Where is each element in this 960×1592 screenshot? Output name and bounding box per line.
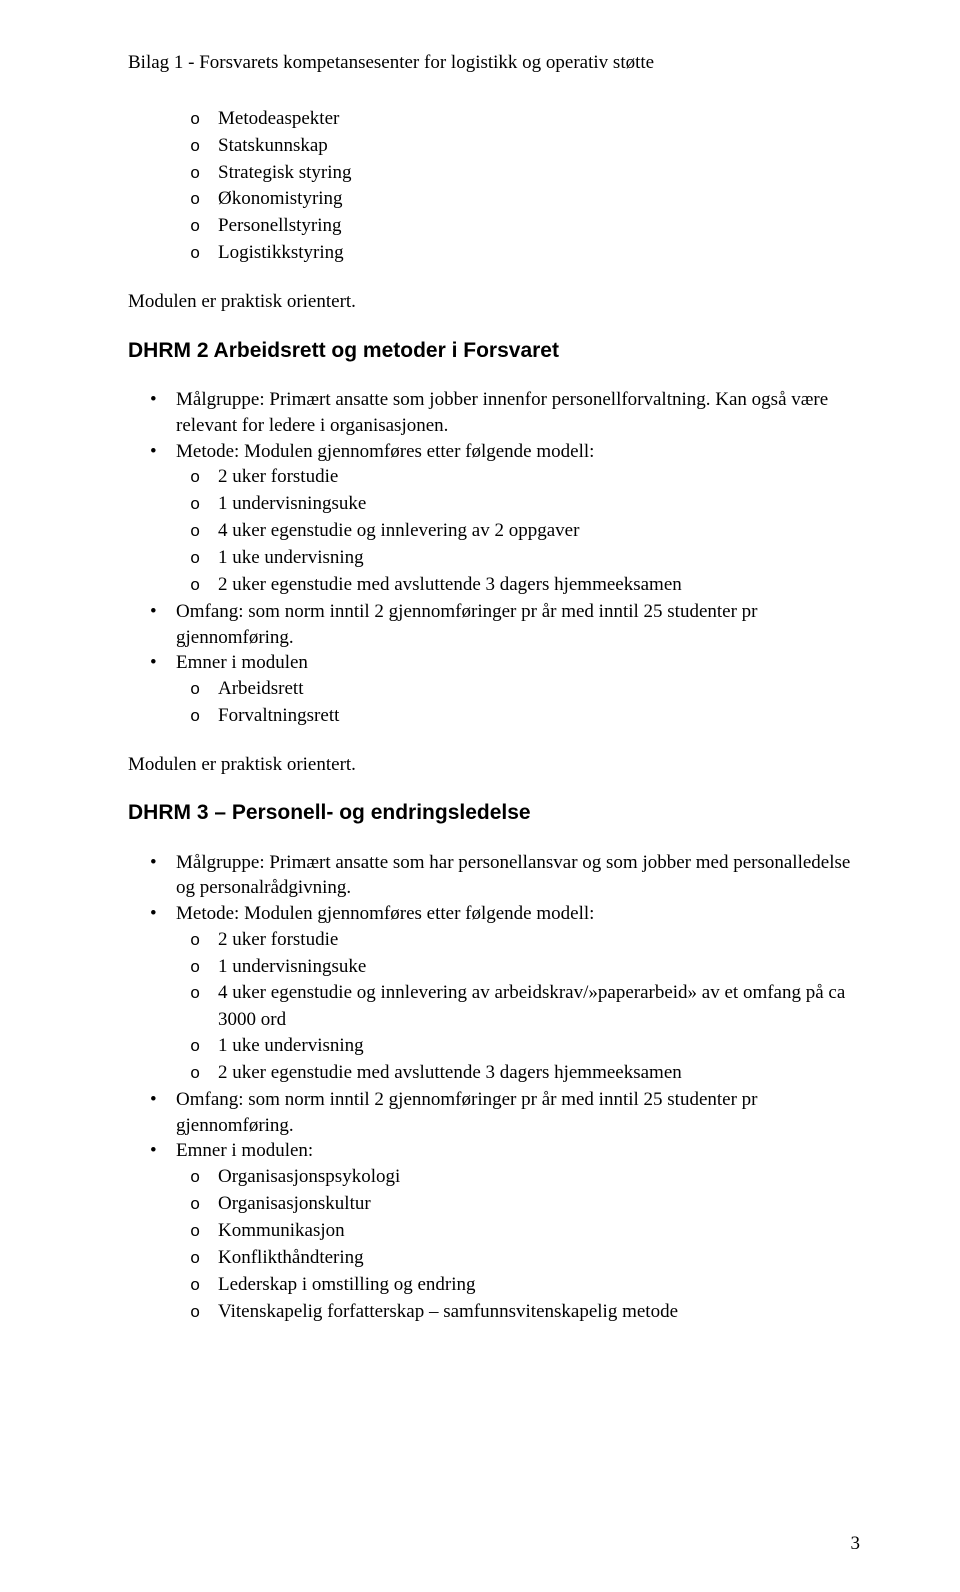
section2-list: Målgruppe: Primært ansatte som jobber in… (128, 387, 865, 729)
list-item-text: Metode: Modulen gjennomføres etter følge… (176, 441, 594, 462)
list-item: 4 uker egenstudie og innlevering av 2 op… (218, 518, 865, 545)
list-item: Økonomistyring (218, 186, 865, 213)
list-item-text: Omfang: som norm inntil 2 gjennomføringe… (176, 601, 758, 648)
section-heading-dhrm3: DHRM 3 – Personell- og endringsledelse (128, 799, 865, 827)
list-item: Metodeaspekter (218, 106, 865, 133)
list-item: Logistikkstyring (218, 240, 865, 267)
list-item: 1 uke undervisning (218, 545, 865, 572)
list-item: 1 undervisningsuke (218, 954, 865, 981)
list-item-text: Emner i modulen: (176, 1140, 313, 1161)
paragraph: Modulen er praktisk orientert. (128, 752, 865, 778)
list-item: Omfang: som norm inntil 2 gjennomføringe… (176, 1087, 865, 1138)
sub-list: Arbeidsrett Forvaltningsrett (176, 676, 865, 730)
list-item: Emner i modulen: Organisasjonspsykologi … (176, 1138, 865, 1325)
list-item: Organisasjonspsykologi (218, 1164, 865, 1191)
top-round-list: Metodeaspekter Statskunnskap Strategisk … (128, 106, 865, 268)
sub-list: 2 uker forstudie 1 undervisningsuke 4 uk… (176, 927, 865, 1087)
list-item: Konflikthåndtering (218, 1245, 865, 1272)
list-item: Arbeidsrett (218, 676, 865, 703)
list-item: Organisasjonskultur (218, 1191, 865, 1218)
list-item: Målgruppe: Primært ansatte som har perso… (176, 850, 865, 901)
sub-list: Organisasjonspsykologi Organisasjonskult… (176, 1164, 865, 1326)
list-item: 2 uker egenstudie med avsluttende 3 dage… (218, 572, 865, 599)
section3-list: Målgruppe: Primært ansatte som har perso… (128, 850, 865, 1326)
list-item: Strategisk styring (218, 160, 865, 187)
list-item: Forvaltningsrett (218, 703, 865, 730)
list-item: 2 uker egenstudie med avsluttende 3 dage… (218, 1060, 865, 1087)
list-item: Emner i modulen Arbeidsrett Forvaltnings… (176, 650, 865, 730)
list-item: Metode: Modulen gjennomføres etter følge… (176, 439, 865, 599)
section-heading-dhrm2: DHRM 2 Arbeidsrett og metoder i Forsvare… (128, 337, 865, 365)
list-item-text: Emner i modulen (176, 652, 308, 673)
list-item-text: Målgruppe: Primært ansatte som har perso… (176, 852, 850, 899)
list-item: Vitenskapelig forfatterskap – samfunnsvi… (218, 1299, 865, 1326)
page-number: 3 (851, 1531, 861, 1557)
page-header: Bilag 1 - Forsvarets kompetansesenter fo… (128, 50, 865, 76)
sub-list: 2 uker forstudie 1 undervisningsuke 4 uk… (176, 464, 865, 599)
list-item: Målgruppe: Primært ansatte som jobber in… (176, 387, 865, 438)
list-item: Lederskap i omstilling og endring (218, 1272, 865, 1299)
list-item: Statskunnskap (218, 133, 865, 160)
list-item: Personellstyring (218, 213, 865, 240)
list-item: 1 undervisningsuke (218, 491, 865, 518)
list-item: 2 uker forstudie (218, 464, 865, 491)
paragraph: Modulen er praktisk orientert. (128, 289, 865, 315)
list-item: Metode: Modulen gjennomføres etter følge… (176, 901, 865, 1087)
list-item-text: Omfang: som norm inntil 2 gjennomføringe… (176, 1089, 758, 1136)
list-item: Omfang: som norm inntil 2 gjennomføringe… (176, 599, 865, 650)
list-item: 1 uke undervisning (218, 1033, 865, 1060)
list-item: Kommunikasjon (218, 1218, 865, 1245)
list-item: 2 uker forstudie (218, 927, 865, 954)
list-item-text: Metode: Modulen gjennomføres etter følge… (176, 903, 594, 924)
list-item: 4 uker egenstudie og innlevering av arbe… (218, 980, 865, 1033)
list-item-text: Målgruppe: Primært ansatte som jobber in… (176, 389, 828, 436)
